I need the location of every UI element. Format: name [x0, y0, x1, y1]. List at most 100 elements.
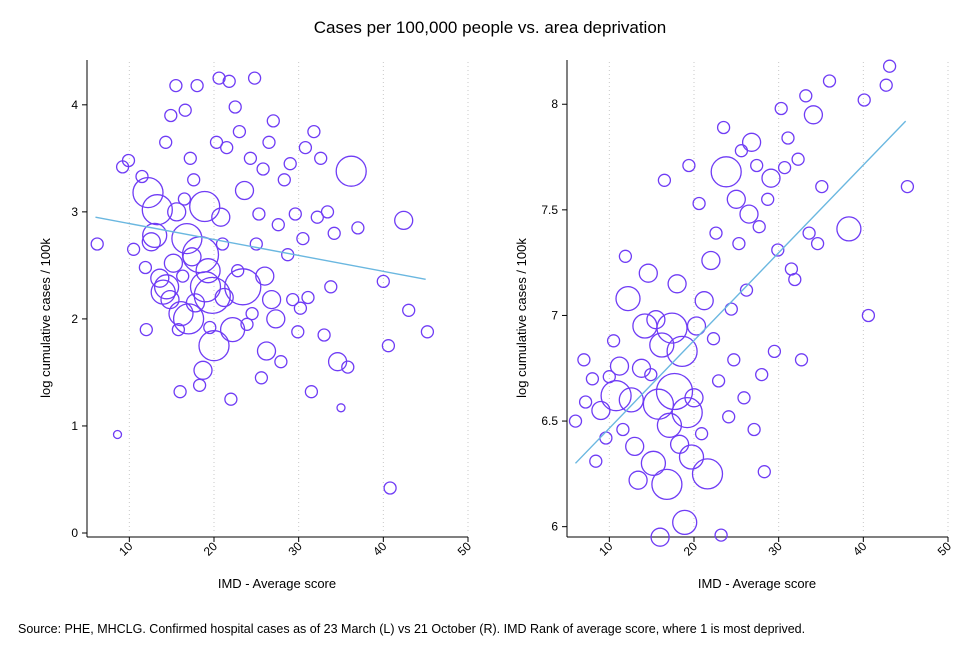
right-data-point	[671, 396, 703, 429]
left-data-point	[167, 202, 187, 222]
left-data-point	[224, 268, 262, 306]
right-data-point	[716, 120, 731, 135]
left-data-point	[215, 237, 230, 251]
right-data-point	[632, 313, 658, 339]
left-data-point	[298, 140, 313, 155]
left-data-point	[381, 339, 396, 353]
left-data-point	[283, 157, 297, 171]
left-x-tick-label: 40	[370, 539, 390, 559]
figure-title: Cases per 100,000 people vs. area depriv…	[314, 18, 667, 37]
right-data-point	[710, 156, 742, 188]
left-data-point	[173, 385, 187, 399]
left-y-tick-label: 2	[71, 312, 78, 326]
left-y-tick-label: 3	[71, 205, 78, 219]
left-data-point	[249, 237, 263, 251]
right-data-point	[857, 93, 871, 107]
right-data-point	[656, 412, 683, 438]
right-data-point	[649, 332, 675, 358]
right-y-tick-label: 6	[551, 520, 558, 534]
left-data-point	[163, 253, 184, 273]
right-data-point	[861, 308, 876, 323]
right-data-point	[577, 353, 591, 367]
left-data-point	[214, 287, 234, 308]
right-data-point	[802, 226, 816, 240]
left-data-point	[324, 280, 338, 294]
right-data-point	[642, 388, 675, 420]
right-data-point	[684, 388, 704, 408]
right-data-point	[771, 243, 785, 257]
left-data-point	[307, 124, 321, 139]
left-data-point	[336, 403, 346, 413]
left-data-point	[177, 192, 192, 206]
right-data-point	[739, 204, 759, 224]
right-data-point	[882, 59, 897, 73]
right-data-point	[657, 173, 672, 187]
left-data-point	[255, 266, 275, 286]
left-data-point	[171, 322, 186, 337]
right-data-point	[618, 249, 633, 263]
left-data-point	[296, 231, 310, 246]
left-data-point	[320, 205, 335, 219]
left-data-point	[183, 151, 197, 165]
right-data-point	[625, 436, 645, 457]
left-x-tick-label: 50	[455, 539, 475, 559]
right-data-point	[761, 192, 775, 206]
right-data-point	[651, 468, 683, 501]
right-y-axis-title: log cumulative cases / 100k	[514, 238, 529, 398]
left-data-point	[327, 352, 348, 372]
right-data-point	[726, 189, 746, 209]
left-data-point	[247, 71, 262, 85]
right-data-point	[609, 356, 630, 376]
left-data-point	[193, 276, 231, 315]
left-data-point	[150, 268, 170, 288]
left-data-point	[198, 330, 230, 362]
left-data-point	[420, 325, 435, 339]
right-data-point	[732, 236, 746, 251]
right-data-point	[741, 132, 762, 152]
left-data-point	[219, 316, 246, 343]
right-data-point	[646, 310, 666, 330]
left-data-point	[256, 341, 277, 361]
left-data-point	[222, 74, 236, 88]
left-data-point	[189, 271, 222, 303]
left-data-point	[304, 385, 319, 399]
right-data-point	[701, 250, 721, 271]
right-x-tick-label: 40	[850, 539, 870, 559]
right-data-point	[747, 422, 761, 437]
left-data-point	[234, 180, 255, 201]
left-data-point	[266, 114, 280, 128]
right-data-point	[761, 168, 781, 188]
left-data-point	[160, 289, 180, 310]
right-data-point	[686, 316, 707, 336]
left-data-point	[135, 169, 149, 184]
left-data-point	[121, 153, 136, 168]
right-data-point	[682, 158, 696, 173]
right-x-tick-label: 10	[596, 539, 616, 559]
right-data-point	[694, 427, 709, 441]
left-data-point	[185, 293, 206, 313]
right-data-point	[714, 528, 728, 542]
left-data-point	[245, 306, 259, 321]
left-data-point	[274, 355, 288, 369]
right-data-point	[777, 160, 792, 175]
right-data-point	[591, 400, 611, 421]
right-data-point	[709, 226, 723, 240]
right-data-point	[694, 291, 714, 311]
left-data-point	[211, 207, 231, 227]
right-data-point	[803, 105, 824, 125]
right-scatter-panel: IMD - Average score log cumulative cases…	[514, 59, 955, 591]
right-data-point	[879, 78, 893, 92]
left-data-point	[132, 176, 164, 209]
right-data-point	[667, 274, 687, 294]
left-scatter-panel: IMD - Average score log cumulative cases…	[38, 60, 474, 591]
left-data-point	[212, 71, 226, 85]
left-y-tick-label: 0	[71, 526, 78, 540]
right-data-point	[836, 216, 862, 242]
right-data-point	[616, 422, 630, 437]
left-data-point	[224, 392, 238, 406]
right-x-tick-label: 50	[935, 539, 955, 559]
left-data-point	[209, 135, 224, 149]
left-data-point	[293, 301, 308, 315]
right-data-point	[640, 450, 667, 476]
right-data-point	[739, 283, 754, 297]
